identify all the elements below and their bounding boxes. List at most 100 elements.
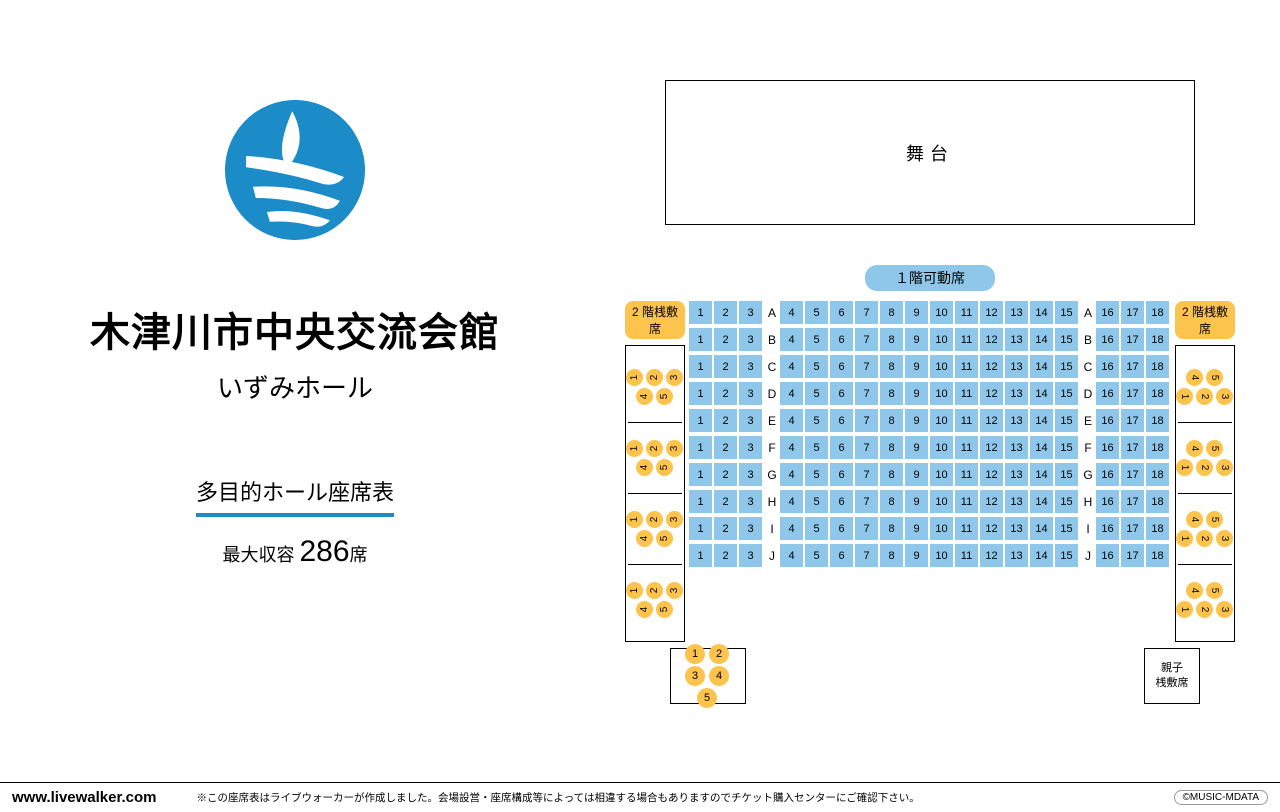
seat: 13 [1005,463,1028,486]
seat: 6 [830,517,853,540]
box-seat: 3 [685,666,705,686]
seat: 5 [805,409,828,432]
seat: 4 [780,490,803,513]
box-seat: 5 [1206,369,1223,386]
seat: 7 [855,301,878,324]
box-seat: 5 [656,530,673,547]
seat: 7 [855,490,878,513]
seat: 7 [855,517,878,540]
seat: 6 [830,382,853,405]
side-box-group: 45123 [1178,423,1232,494]
seat: 13 [1005,382,1028,405]
seat-row: 123H456789101112131415H161718 [689,490,1171,513]
seat: 2 [714,355,737,378]
seat: 16 [1096,382,1119,405]
box-seat: 1 [1176,530,1193,547]
box-seat: 1 [685,644,705,664]
seat-row: 123B456789101112131415B161718 [689,328,1171,351]
row-letter: J [1080,549,1096,563]
seat: 4 [780,463,803,486]
seat: 4 [780,328,803,351]
seat: 13 [1005,301,1028,324]
seat: 2 [714,517,737,540]
row-letter: E [764,414,780,428]
box-seat: 4 [1186,440,1203,457]
seat: 2 [714,463,737,486]
seat: 3 [739,517,762,540]
seat: 12 [980,328,1003,351]
seat: 14 [1030,382,1053,405]
seat: 5 [805,463,828,486]
chart-type-label: 多目的ホール座席表 [196,475,394,517]
seat: 1 [689,382,712,405]
row-letter: I [764,522,780,536]
seat: 16 [1096,463,1119,486]
row-letter: C [764,360,780,374]
seat: 9 [905,544,928,567]
seat: 15 [1055,409,1078,432]
seat: 4 [780,517,803,540]
side-box-group: 45123 [1178,352,1232,423]
box-seat: 5 [656,601,673,618]
seat: 12 [980,517,1003,540]
section-1f-label: １階可動席 [865,265,995,291]
seat: 2 [714,490,737,513]
seat: 4 [780,544,803,567]
seat: 8 [880,544,903,567]
left-panel: 木津川市中央交流会館 いずみホール 多目的ホール座席表 最大収容 286席 [0,0,590,760]
box-seat: 2 [646,511,663,528]
seat: 15 [1055,463,1078,486]
seat: 12 [980,301,1003,324]
seat: 17 [1121,409,1144,432]
seat: 8 [880,490,903,513]
seat-row: 123D456789101112131415D161718 [689,382,1171,405]
box-seat: 1 [1176,459,1193,476]
seat: 9 [905,463,928,486]
seat-row: 123C456789101112131415C161718 [689,355,1171,378]
seat: 4 [780,436,803,459]
seat: 16 [1096,355,1119,378]
seat: 12 [980,409,1003,432]
seat: 8 [880,301,903,324]
seat: 3 [739,355,762,378]
row-letter: H [1080,495,1096,509]
box-seat: 2 [1196,530,1213,547]
box-seat: 2 [646,582,663,599]
seat: 12 [980,490,1003,513]
seat: 2 [714,382,737,405]
bottom-boxes: 12345 親子 桟敷席 [600,648,1260,704]
seat: 8 [880,382,903,405]
seat: 7 [855,382,878,405]
row-letter: B [1080,333,1096,347]
row-letter: C [1080,360,1096,374]
box-seat: 4 [636,459,653,476]
seat: 6 [830,544,853,567]
seat: 6 [830,463,853,486]
box-seat: 4 [636,530,653,547]
side-box-group: 12345 [628,565,682,635]
seat: 11 [955,544,978,567]
seat: 18 [1146,301,1169,324]
seating-chart: 舞台 １階可動席 2 階桟敷席 12345123451234512345 123… [600,80,1260,704]
seat: 18 [1146,409,1169,432]
seat: 12 [980,544,1003,567]
seat: 16 [1096,301,1119,324]
seat: 13 [1005,355,1028,378]
box-seat: 3 [666,440,683,457]
seat: 11 [955,301,978,324]
seat: 3 [739,301,762,324]
seat: 13 [1005,328,1028,351]
seat: 1 [689,436,712,459]
seat: 5 [805,301,828,324]
seat: 17 [1121,490,1144,513]
box-seat: 3 [1216,601,1233,618]
seat: 3 [739,463,762,486]
row-letter: G [764,468,780,482]
box-seat: 2 [1196,601,1213,618]
box-seat: 3 [666,369,683,386]
seat: 9 [905,301,928,324]
box-seat: 2 [646,440,663,457]
seat: 3 [739,544,762,567]
main-seating: 123A456789101112131415A161718123B4567891… [689,301,1171,571]
seat: 11 [955,517,978,540]
